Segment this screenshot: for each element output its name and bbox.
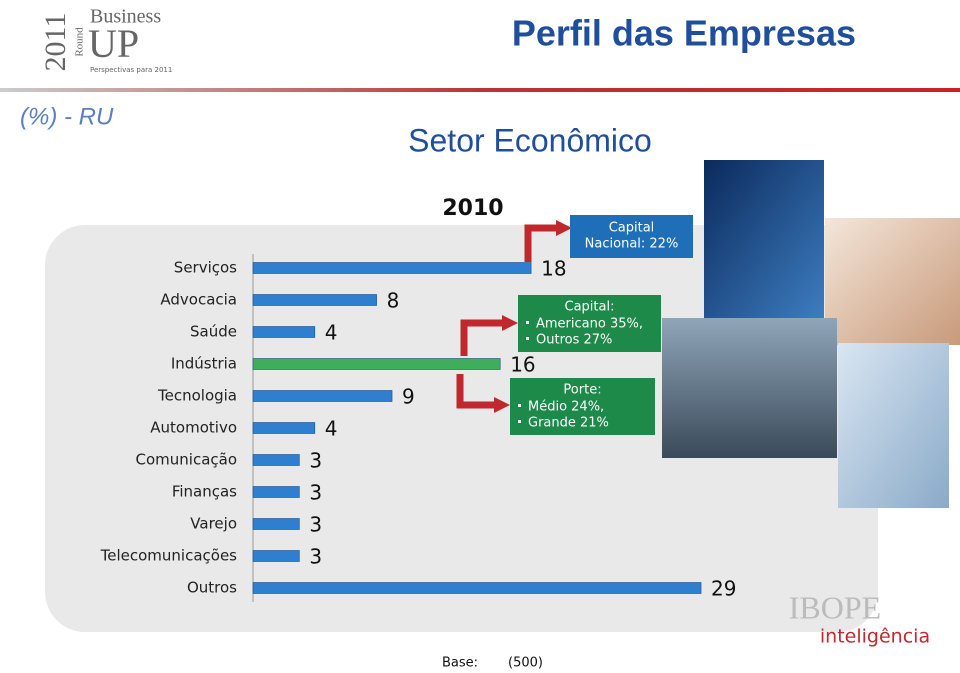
value-label: 8: [387, 289, 400, 313]
bullet: [518, 404, 521, 407]
bar: [252, 294, 377, 306]
annotation-text: Capital: [609, 221, 655, 236]
annotation-box: [570, 215, 693, 258]
value-label: 3: [309, 513, 322, 537]
annotation-text: Nacional: 22%: [585, 237, 679, 252]
annotation-item: Médio 24%,: [528, 400, 604, 415]
category-label: Outros: [187, 579, 237, 597]
logo-round: Round: [74, 27, 86, 57]
logo-year: 2011: [39, 13, 72, 72]
value-label: 9: [402, 385, 415, 409]
chart-title: Setor Econômico: [408, 122, 652, 158]
bar: [252, 390, 393, 402]
bar: [252, 486, 300, 498]
brand-sub: inteligência: [820, 626, 930, 648]
logo-tagline: Perspectivas para 2011: [90, 66, 172, 74]
category-label: Automotivo: [150, 419, 237, 437]
logo-up: UP: [88, 21, 139, 66]
value-label: 3: [309, 545, 322, 569]
base-label: Base:: [442, 656, 478, 671]
annotation-box: [510, 378, 655, 435]
bullet: [518, 420, 521, 423]
photo-nanotube: [704, 160, 824, 318]
bullet: [526, 321, 529, 324]
bar: [252, 518, 300, 530]
category-label: Advocacia: [160, 291, 237, 309]
slide-title: Perfil das Empresas: [512, 13, 856, 54]
bar: [252, 582, 702, 594]
category-label: Varejo: [190, 515, 237, 533]
value-label: 3: [309, 449, 322, 473]
arrow-head: [556, 220, 572, 236]
value-label: 4: [325, 417, 338, 441]
logo-business: Business: [90, 6, 161, 28]
category-label: Telecomunicações: [100, 547, 238, 565]
bar: [252, 326, 316, 338]
arrow: [524, 224, 560, 262]
arrow: [460, 319, 506, 356]
annotation-item: Americano 35%,: [536, 317, 643, 332]
arrow: [456, 374, 498, 409]
annotation-heading: Capital:: [565, 300, 615, 315]
annotation-heading: Porte:: [563, 383, 601, 398]
photo-headset: [825, 218, 960, 345]
bar: [252, 454, 300, 466]
bar: [252, 422, 316, 434]
unit-label: (%) - RU: [20, 103, 114, 130]
chart-subtitle: 2010: [442, 196, 503, 221]
category-label: Saúde: [190, 323, 237, 341]
category-label: Tecnologia: [157, 387, 237, 405]
bar: [252, 262, 532, 274]
annotation-item: Grande 21%: [528, 416, 609, 431]
base-value: (500): [508, 656, 543, 671]
bar: [252, 358, 501, 370]
category-label: Finanças: [172, 483, 237, 501]
photo-factory: [662, 318, 837, 458]
value-label: 4: [325, 321, 338, 345]
annotation-item: Outros 27%: [536, 333, 612, 348]
category-label: Indústria: [171, 355, 237, 373]
photo-doctor: [838, 343, 949, 508]
bullet: [526, 337, 529, 340]
value-label: 29: [711, 577, 736, 601]
value-label: 16: [510, 353, 535, 377]
value-label: 3: [309, 481, 322, 505]
arrow-head: [502, 315, 518, 331]
category-label: Comunicação: [136, 451, 238, 469]
value-label: 18: [541, 257, 566, 281]
annotation-box: [518, 295, 661, 352]
header-rule: [0, 88, 960, 92]
category-label: Serviços: [174, 259, 237, 277]
arrow-head: [494, 397, 510, 413]
brand: IBOPE: [789, 589, 881, 625]
bar: [252, 550, 300, 562]
